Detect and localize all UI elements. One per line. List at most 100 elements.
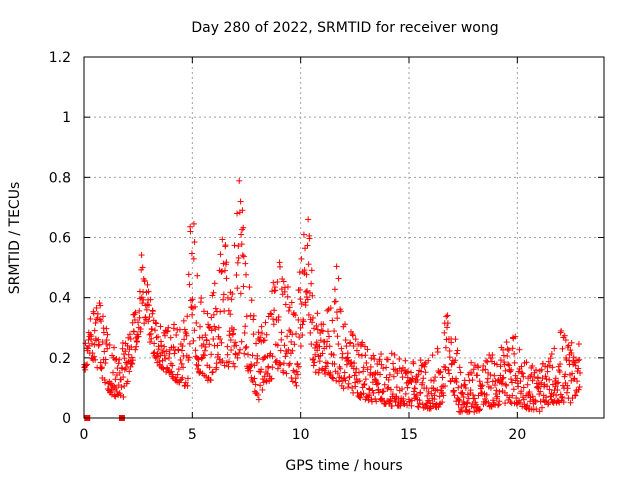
data-point (567, 347, 574, 354)
data-point (220, 296, 227, 303)
data-point (120, 374, 127, 381)
data-point (458, 383, 465, 390)
data-point (173, 332, 180, 339)
data-point (234, 210, 241, 217)
data-point (505, 347, 512, 354)
data-point (347, 339, 354, 346)
data-point (546, 376, 553, 383)
data-point (340, 385, 347, 392)
data-point (388, 350, 395, 357)
data-point (217, 336, 224, 343)
data-point (339, 354, 346, 361)
data-point (302, 288, 309, 295)
data-point (217, 251, 224, 258)
data-point (212, 305, 219, 312)
data-point (161, 343, 168, 350)
data-point (259, 386, 266, 393)
y-tick-label: 1 (62, 110, 71, 126)
data-point (177, 356, 184, 363)
data-point (301, 267, 308, 274)
data-point (151, 327, 158, 334)
data-point (329, 317, 336, 324)
data-point (446, 354, 453, 361)
data-point (304, 242, 311, 249)
data-point (182, 379, 189, 386)
data-point (286, 362, 293, 369)
data-point (459, 389, 466, 396)
data-point (271, 307, 278, 314)
data-point (345, 380, 352, 387)
data-point (206, 341, 213, 348)
data-point (399, 385, 406, 392)
data-point (240, 224, 247, 231)
data-point (139, 264, 146, 271)
data-point (141, 277, 148, 284)
data-point (487, 355, 494, 362)
data-point (247, 367, 254, 374)
data-point (371, 371, 378, 378)
data-point (493, 361, 500, 368)
data-point (555, 398, 562, 405)
data-point (576, 356, 583, 363)
data-point (180, 364, 187, 371)
data-point (483, 357, 490, 364)
data-point (500, 346, 507, 353)
data-point (226, 328, 233, 335)
data-point (284, 293, 291, 300)
data-point (253, 340, 260, 347)
data-point (508, 366, 515, 373)
data-point (335, 341, 342, 348)
data-point (238, 338, 245, 345)
data-point (429, 352, 436, 359)
data-point (144, 301, 151, 308)
data-point (286, 304, 293, 311)
data-point (419, 379, 426, 386)
data-point (241, 350, 248, 357)
data-point (119, 339, 126, 346)
data-point (146, 313, 153, 320)
data-point (386, 398, 393, 405)
data-point (568, 349, 575, 356)
data-point (243, 343, 250, 350)
data-point (482, 395, 489, 402)
data-point (236, 177, 243, 184)
data-point (292, 379, 299, 386)
data-point (318, 327, 325, 334)
data-point (441, 363, 448, 370)
data-point (234, 259, 241, 266)
data-point (389, 402, 396, 409)
data-point (223, 259, 230, 266)
data-point (348, 359, 355, 366)
data-point (274, 278, 281, 285)
data-point (435, 403, 442, 410)
data-point (120, 393, 127, 400)
data-point (208, 327, 215, 334)
data-point (346, 373, 353, 380)
data-point (503, 339, 510, 346)
data-point (202, 343, 209, 350)
data-point (255, 329, 262, 336)
data-point (99, 339, 106, 346)
data-point (103, 337, 110, 344)
data-point (232, 339, 239, 346)
x-tick-label: 5 (188, 427, 197, 443)
data-point (246, 284, 253, 291)
data-point (519, 370, 526, 377)
data-point (246, 364, 253, 371)
data-point (542, 373, 549, 380)
data-point (394, 370, 401, 377)
data-point (386, 371, 393, 378)
data-point (275, 313, 282, 320)
data-point (458, 404, 465, 411)
data-point (479, 382, 486, 389)
data-point (137, 326, 144, 333)
data-point (237, 346, 244, 353)
data-point (489, 378, 496, 385)
data-point (288, 299, 295, 306)
data-point (455, 384, 462, 391)
data-point (360, 390, 367, 397)
data-point (298, 255, 305, 262)
data-point (190, 220, 197, 227)
data-point (508, 376, 515, 383)
data-point (420, 375, 427, 382)
